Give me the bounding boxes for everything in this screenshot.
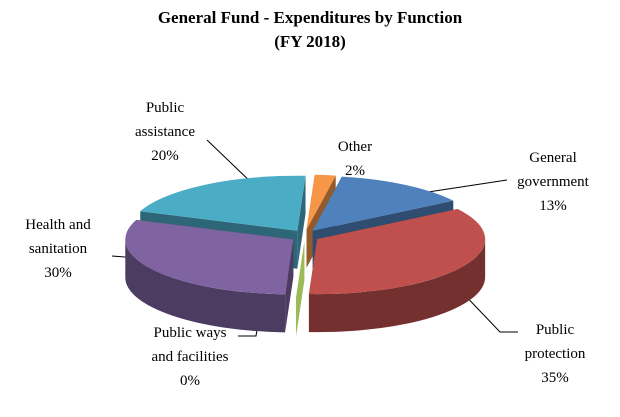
slice-side xyxy=(308,239,486,333)
data-label: Health and sanitation 30% xyxy=(8,213,108,285)
chart-subtitle: (FY 2018) xyxy=(274,32,346,51)
slice-top xyxy=(308,209,486,295)
leader-line xyxy=(457,287,518,333)
slice-wall xyxy=(297,175,306,269)
slice-side xyxy=(125,239,286,333)
category-label: Public ways and facilities xyxy=(151,325,229,365)
pie-slice xyxy=(308,209,486,333)
data-label: Public assistance 20% xyxy=(120,96,210,168)
slice-top xyxy=(125,219,294,295)
value-label: 0% xyxy=(180,373,200,389)
pie xyxy=(125,174,486,336)
pie-slice xyxy=(125,219,294,333)
category-label: Public protection xyxy=(524,322,586,362)
value-label: 30% xyxy=(44,265,72,281)
data-label: Public ways and facilities 0% xyxy=(147,321,233,393)
chart-title: General Fund - Expenditures by Function xyxy=(157,8,463,27)
category-label: Health and sanitation xyxy=(25,217,91,257)
slice-top xyxy=(312,176,454,231)
slice-top xyxy=(140,175,306,231)
slice-wall xyxy=(296,242,305,336)
category-label: Other xyxy=(337,139,373,155)
pie-slice xyxy=(296,242,305,336)
data-label: Other 2% xyxy=(325,135,385,183)
data-label: General government 13% xyxy=(503,146,603,218)
value-label: 2% xyxy=(345,163,365,179)
value-label: 13% xyxy=(539,198,567,214)
category-label: Public assistance xyxy=(135,100,195,140)
category-label: General government xyxy=(517,150,589,190)
slice-top xyxy=(306,174,336,230)
value-label: 35% xyxy=(541,370,569,386)
data-label: Public protection 35% xyxy=(510,318,600,390)
value-label: 20% xyxy=(151,148,179,164)
